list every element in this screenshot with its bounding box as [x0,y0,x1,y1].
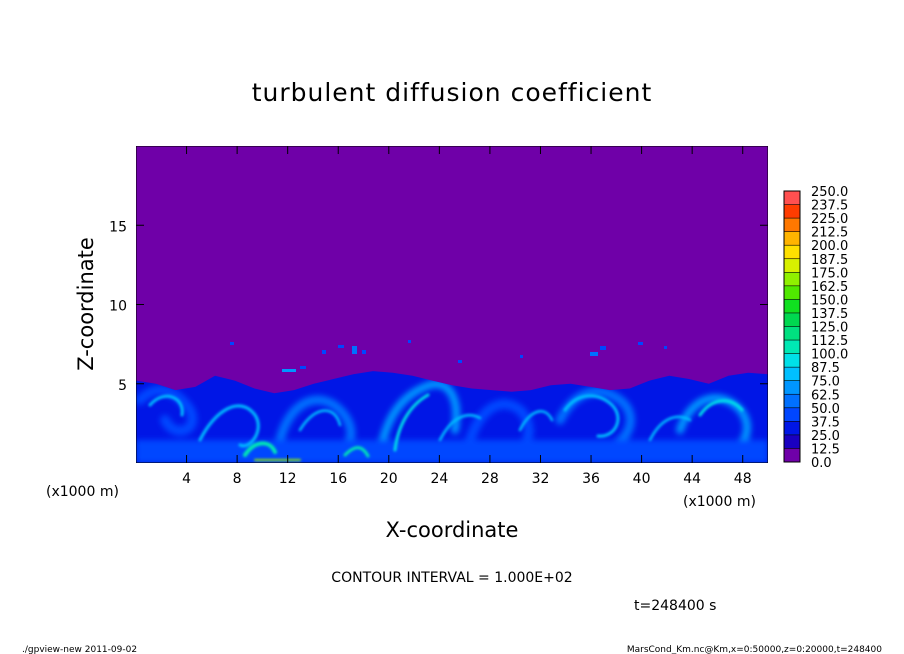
colorbar-swatch [784,448,800,462]
colorbar-label: 150.0 [811,293,848,308]
colorbar-swatch [784,272,800,286]
colorbar-label: 12.5 [811,442,840,457]
colorbar-swatch [784,326,800,341]
y-axis: 5 10 15 [109,219,768,394]
colorbar-label: 37.5 [811,415,840,430]
colorbar-label: 237.5 [811,199,848,214]
detached-turbulence-patches [230,340,667,372]
colorbar-label: 187.5 [811,253,848,268]
colorbar-label: 250.0 [811,185,848,200]
colorbar-swatch [784,285,800,300]
x-axis-units: (x1000 m) [683,494,756,510]
colorbar-swatch [784,353,800,368]
time-label: t=248400 s [634,598,716,614]
y-axis-units: (x1000 m) [46,484,119,500]
colorbar-swatch [784,312,800,327]
colorbar-label: 162.5 [811,280,848,295]
colorbar-label: 25.0 [811,429,840,444]
colorbar-label: 87.5 [811,361,840,376]
y-tick-label: 5 [118,378,127,394]
x-axis-title: X-coordinate [386,518,519,542]
x-tick-label: 28 [481,471,499,487]
colorbar-label: 50.0 [811,402,840,417]
colorbar-swatch [784,245,800,259]
x-tick-label: 32 [532,471,550,487]
colorbar-label: 62.5 [811,388,840,403]
x-tick-label: 16 [329,471,347,487]
footer-left: ./gpview-new 2011-09-02 [22,645,137,654]
y-tick-label: 15 [109,219,127,235]
colorbar-swatch [784,367,800,381]
plot-area [136,146,768,463]
colorbar-swatch [784,299,800,313]
colorbar-label: 112.5 [811,334,848,349]
colorbar-label: 100.0 [811,348,848,363]
colorbar-label: 125.0 [811,321,848,336]
colorbar-swatch [784,434,800,449]
y-tick-label: 10 [109,299,127,315]
colorbar-swatch [784,407,800,422]
x-axis: 4 8 12 16 20 24 28 32 36 40 44 48 [182,146,752,487]
colorbar-label: 212.5 [811,226,848,241]
x-tick-label: 20 [380,471,398,487]
contour-interval-label: CONTOUR INTERVAL = 1.000E+02 [331,570,572,586]
colorbar-label: 200.0 [811,239,848,254]
colorbar-label: 75.0 [811,375,840,390]
colorbar-swatch [784,421,800,435]
x-tick-label: 40 [633,471,651,487]
colorbar-label: 0.0 [811,456,832,471]
footer-right: MarsCond_Km.nc@Km,x=0:50000,z=0:20000,t=… [627,645,882,654]
x-tick-label: 48 [734,471,752,487]
colorbar-swatch [784,204,800,219]
x-tick-label: 4 [182,471,191,487]
chart-title: turbulent diffusion coefficient [252,78,653,107]
x-tick-label: 8 [233,471,242,487]
boundary-layer-structure [136,380,768,463]
colorbar-swatch [784,380,800,395]
x-tick-label: 44 [683,471,701,487]
colorbar: 0.012.525.037.550.062.575.087.5100.0112.… [783,185,848,471]
colorbar-label: 175.0 [811,266,848,281]
x-tick-label: 12 [279,471,297,487]
colorbar-label: 137.5 [811,307,848,322]
colorbar-swatch [784,231,800,246]
x-tick-label: 36 [582,471,600,487]
colorbar-label: 225.0 [811,212,848,227]
colorbar-swatch [784,394,800,408]
y-axis-title: Z-coordinate [74,237,98,371]
colorbar-swatch [784,258,800,273]
colorbar-swatch [784,340,800,354]
x-tick-label: 24 [430,471,448,487]
colorbar-swatch [784,218,800,232]
colorbar-swatch [784,191,800,205]
